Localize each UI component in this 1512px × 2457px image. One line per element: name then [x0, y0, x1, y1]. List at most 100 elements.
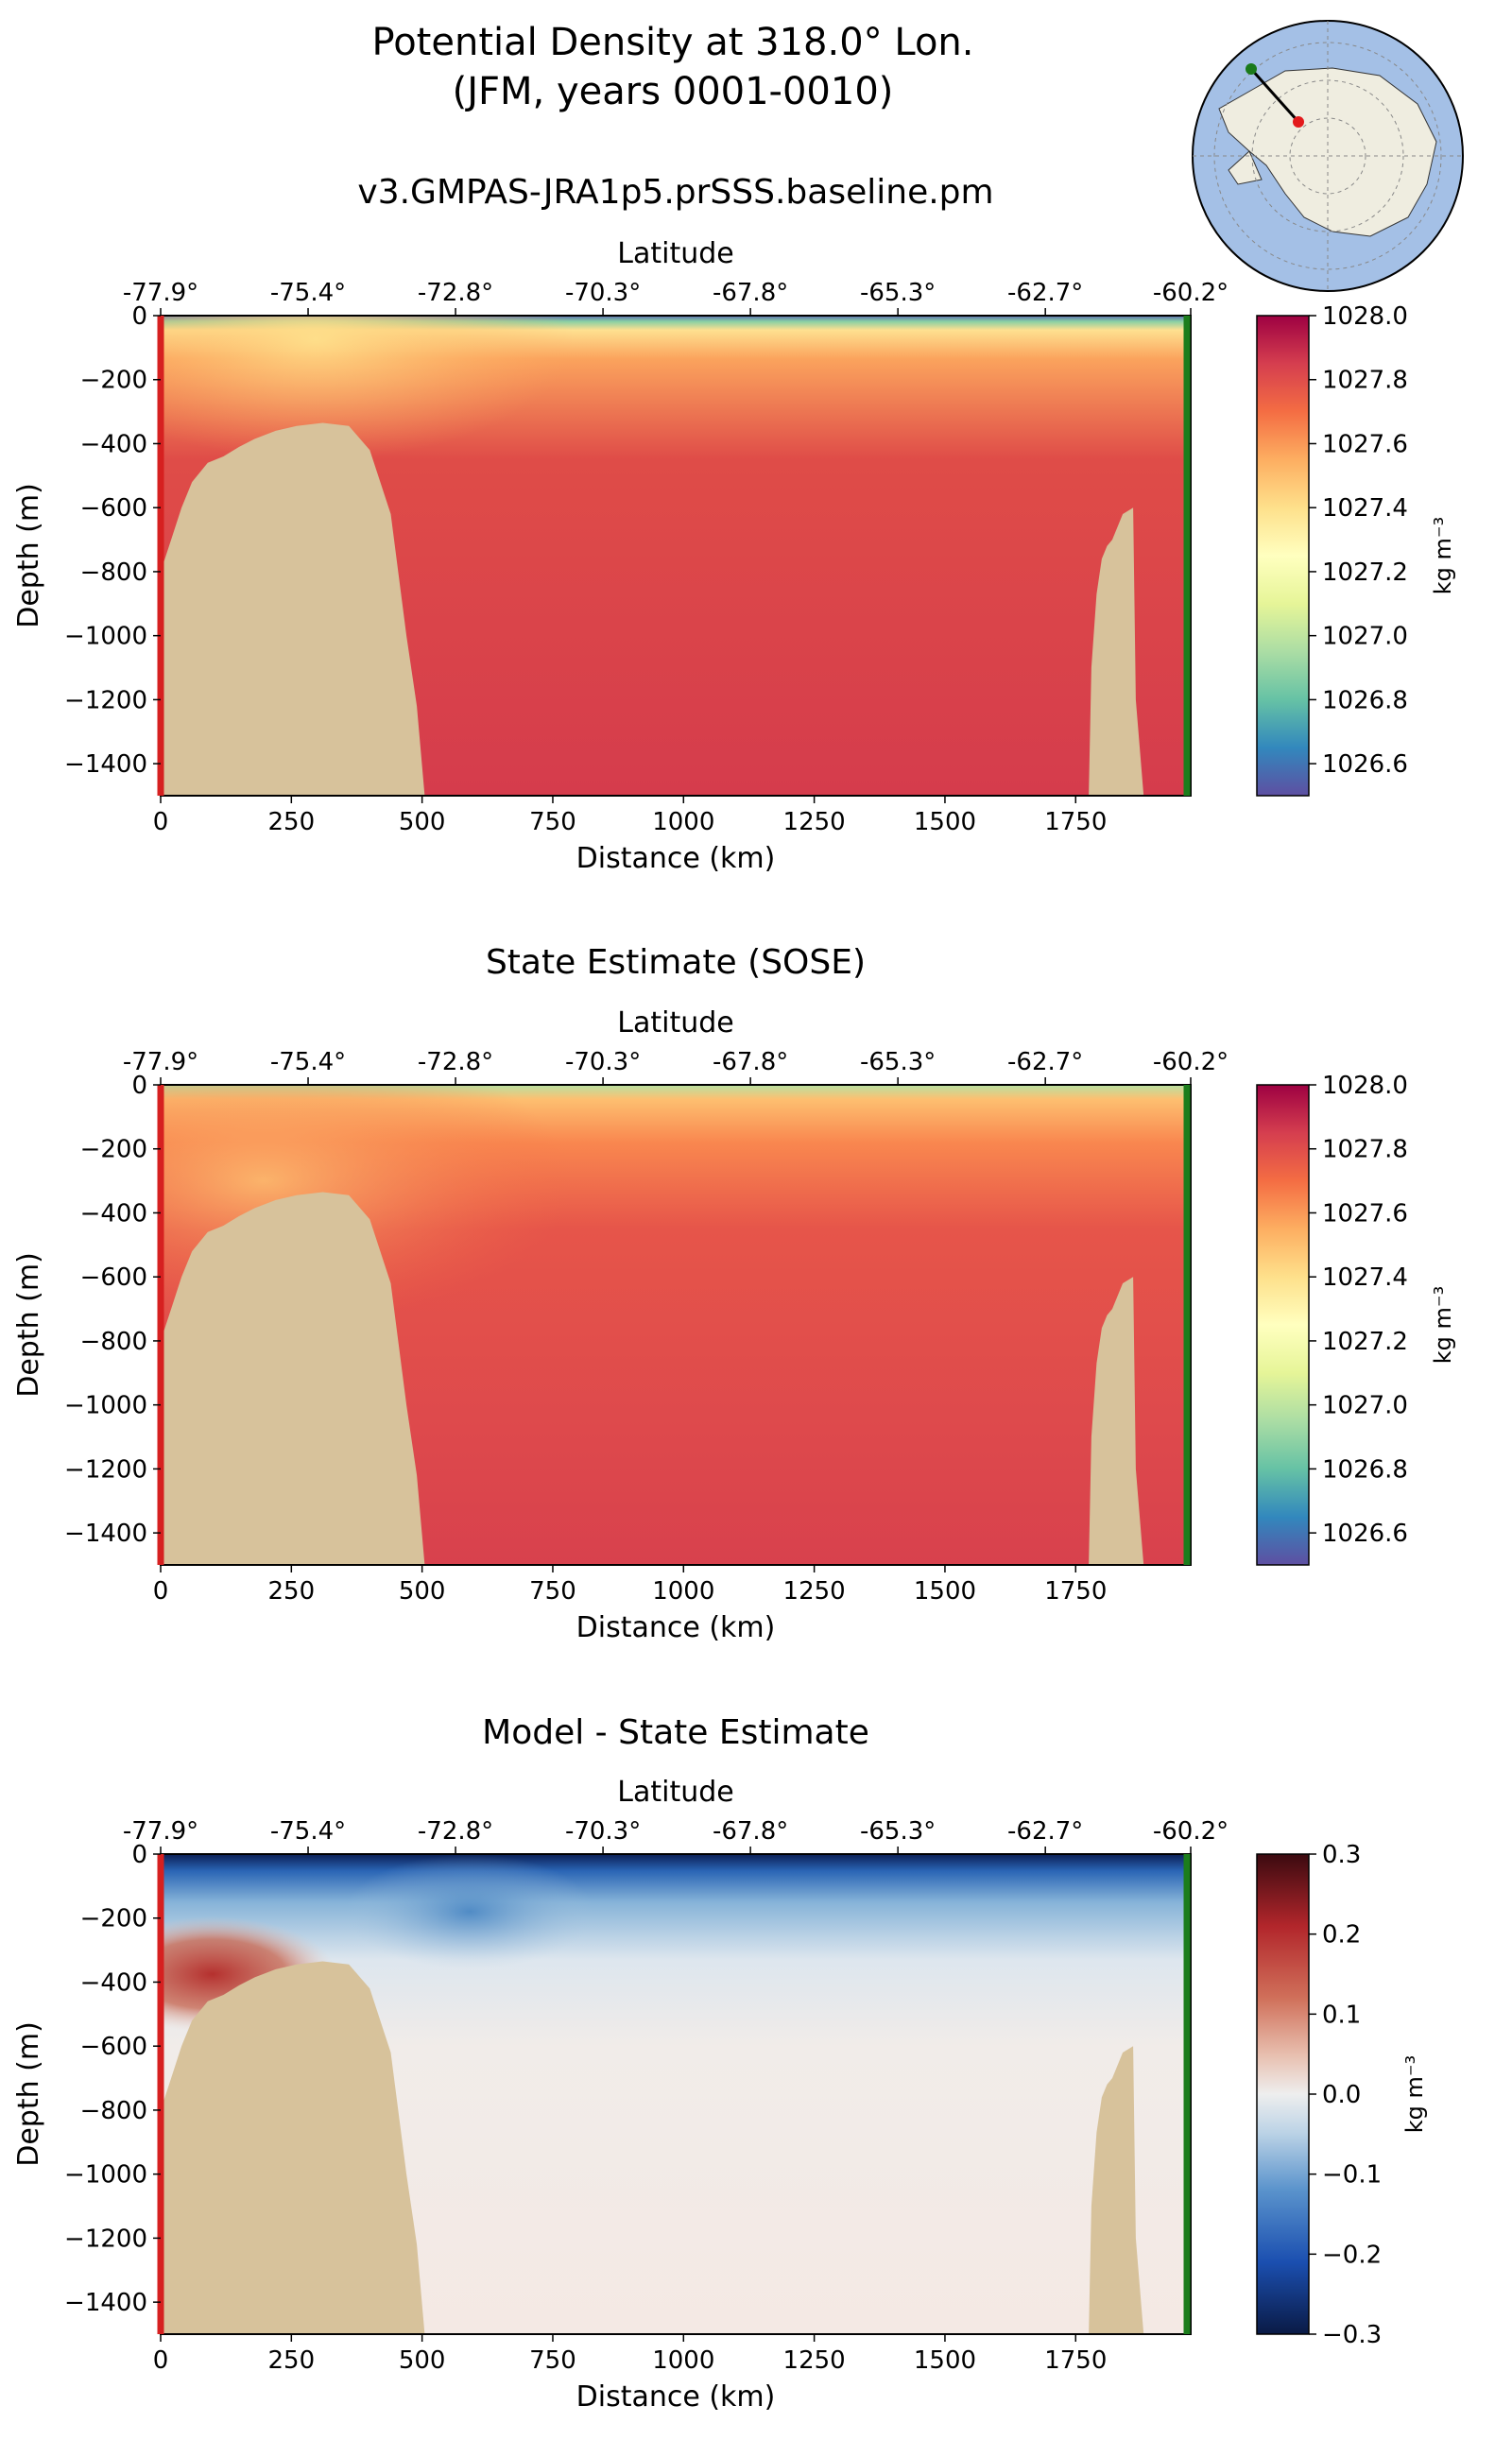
density-field	[161, 316, 1191, 796]
colorbar-tick-label: 1028.0	[1322, 1072, 1408, 1100]
antarctica-map-icon	[1192, 20, 1464, 292]
lat-tick-label: -77.9°	[123, 1817, 198, 1846]
colorbar-tick-label: −0.1	[1322, 2161, 1382, 2190]
lat-tick-label: -70.3°	[565, 1817, 641, 1846]
y-tick-label: 0	[131, 1072, 147, 1100]
panel-title: v3.GMPAS-JRA1p5.prSSS.baseline.pm	[357, 173, 993, 212]
panel-title: State Estimate (SOSE)	[486, 943, 866, 982]
colorbar-tick-label: 1026.8	[1322, 1455, 1408, 1484]
y-tick-label: −1000	[64, 623, 147, 651]
x-tick-label: 1250	[783, 1577, 846, 1606]
x-tick-label: 250	[268, 808, 316, 836]
panel-title: Model - State Estimate	[482, 1713, 869, 1752]
colorbar-tick-label: 1028.0	[1322, 302, 1408, 331]
lat-tick-label: -65.3°	[860, 279, 936, 307]
top-axis-label: Latitude	[617, 1776, 733, 1809]
colorbar-tick-label: 0.3	[1322, 1841, 1361, 1869]
lat-tick-label: -72.8°	[418, 279, 493, 307]
lat-tick-label: -70.3°	[565, 1048, 641, 1076]
y-tick-label: 0	[131, 1841, 147, 1869]
lat-tick-label: -67.8°	[713, 279, 788, 307]
lat-tick-label: -70.3°	[565, 279, 641, 307]
x-tick-label: 500	[399, 1577, 446, 1606]
x-tick-label: 250	[268, 1577, 316, 1606]
x-tick-label: 0	[153, 808, 169, 836]
density-field	[161, 1085, 1191, 1565]
y-axis-label: Depth (m)	[12, 2021, 45, 2167]
y-tick-label: −1200	[64, 686, 147, 714]
y-tick-label: −600	[80, 494, 147, 523]
x-tick-label: 1750	[1044, 2346, 1107, 2375]
x-tick-label: 500	[399, 808, 446, 836]
figure-title-line2: (JFM, years 0001-0010)	[453, 70, 894, 113]
y-tick-label: −400	[80, 1968, 147, 1997]
bathymetry-shelf	[161, 1192, 425, 1565]
x-tick-label: 1750	[1044, 808, 1107, 836]
x-tick-label: 1000	[652, 2346, 714, 2375]
y-tick-label: −400	[80, 1199, 147, 1228]
top-axis-label: Latitude	[617, 237, 733, 270]
lat-tick-label: -60.2°	[1153, 279, 1228, 307]
lat-tick-label: -75.4°	[270, 279, 346, 307]
lat-tick-label: -60.2°	[1153, 1048, 1228, 1076]
lat-tick-label: -62.7°	[1007, 1817, 1083, 1846]
x-tick-label: 1250	[783, 2346, 846, 2375]
bathymetry-ridge	[1089, 2046, 1144, 2334]
colorbar-tick-label: 0.1	[1322, 2001, 1361, 2029]
y-tick-label: −200	[80, 1905, 147, 1933]
x-axis-label: Distance (km)	[576, 2380, 776, 2414]
colorbar-label: kg m⁻³	[1430, 517, 1456, 594]
y-tick-label: −1000	[64, 1392, 147, 1420]
colorbar-tick-label: 0.0	[1322, 2081, 1361, 2109]
y-tick-label: −400	[80, 430, 147, 458]
section-end-dot	[1246, 63, 1257, 75]
colorbar-tick-label: 1027.0	[1322, 1392, 1408, 1420]
section-start-dot	[1293, 116, 1304, 128]
colorbar-label: kg m⁻³	[1401, 2055, 1428, 2133]
colorbar-tick-label: 1026.6	[1322, 1520, 1408, 1548]
x-tick-label: 750	[529, 808, 576, 836]
y-tick-label: −1400	[64, 1520, 147, 1548]
y-tick-label: −800	[80, 1328, 147, 1356]
colorbar-tick-label: 1027.4	[1322, 494, 1408, 523]
y-tick-label: −1400	[64, 750, 147, 779]
x-tick-label: 1500	[914, 1577, 976, 1606]
top-axis-label: Latitude	[617, 1006, 733, 1040]
colorbar-tick-label: 1027.8	[1322, 1136, 1408, 1164]
lat-tick-label: -75.4°	[270, 1817, 346, 1846]
bathymetry-ridge	[1089, 507, 1144, 796]
x-tick-label: 1500	[914, 808, 976, 836]
colorbar-tick-label: 1027.6	[1322, 1199, 1408, 1228]
y-axis-label: Depth (m)	[12, 483, 45, 628]
x-tick-label: 250	[268, 2346, 316, 2375]
y-tick-label: −800	[80, 2097, 147, 2125]
x-tick-label: 1250	[783, 808, 846, 836]
colorbar-tick-label: −0.2	[1322, 2241, 1382, 2269]
x-tick-label: 0	[153, 1577, 169, 1606]
colorbar-tick-label: 1026.8	[1322, 686, 1408, 714]
x-tick-label: 750	[529, 1577, 576, 1606]
lat-tick-label: -62.7°	[1007, 1048, 1083, 1076]
x-tick-label: 750	[529, 2346, 576, 2375]
colorbar-tick-label: 1027.2	[1322, 558, 1408, 587]
x-tick-label: 1750	[1044, 1577, 1107, 1606]
y-tick-label: −200	[80, 1136, 147, 1164]
chart-panel-1: v3.GMPAS-JRA1p5.prSSS.baseline.pm 0 250 500…	[12, 173, 1456, 875]
colorbar	[1256, 315, 1310, 797]
y-tick-label: 0	[131, 302, 147, 331]
lat-tick-label: -62.7°	[1007, 279, 1083, 307]
chart-panel-2: State Estimate (SOSE) 0 250 500 750 1000 1250 1…	[12, 943, 1456, 1644]
x-tick-label: 1000	[652, 808, 714, 836]
y-tick-label: −1200	[64, 1455, 147, 1484]
lat-tick-label: -75.4°	[270, 1048, 346, 1076]
y-tick-label: −1000	[64, 2161, 147, 2190]
lat-tick-label: -67.8°	[713, 1817, 788, 1846]
y-tick-label: −1200	[64, 2225, 147, 2253]
lat-tick-label: -77.9°	[123, 279, 198, 307]
x-axis-label: Distance (km)	[576, 1611, 776, 1644]
x-tick-label: 1500	[914, 2346, 976, 2375]
lat-tick-label: -72.8°	[418, 1817, 493, 1846]
x-tick-label: 500	[399, 2346, 446, 2375]
y-axis-label: Depth (m)	[12, 1252, 45, 1398]
